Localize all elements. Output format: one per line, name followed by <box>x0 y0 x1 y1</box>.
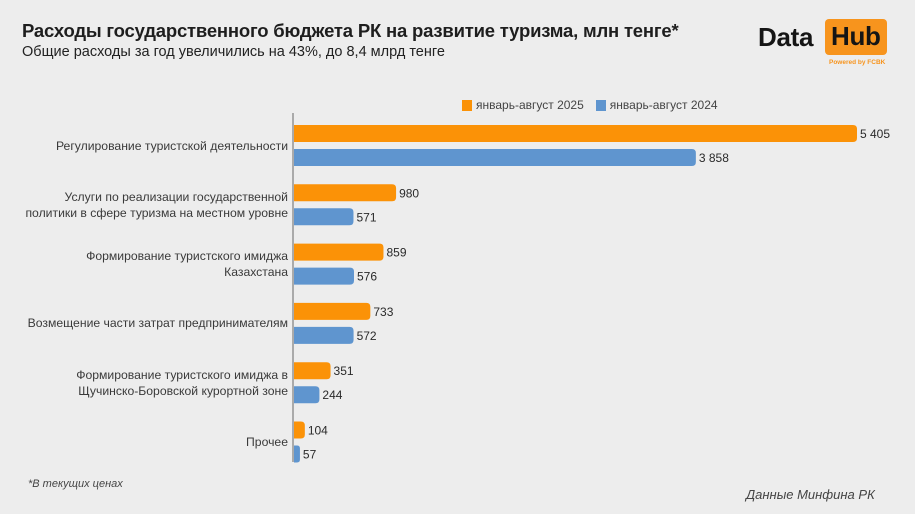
bar-2025-cat-0 <box>294 125 857 142</box>
bar-2024-cat-5 <box>294 445 300 463</box>
value-label-2024-cat-2: 576 <box>357 270 377 284</box>
category-label-3: Возмещение части затрат предпринимателям <box>28 315 288 331</box>
value-label-2024-cat-0: 3 858 <box>699 151 729 165</box>
logo-word-data: Data <box>758 22 814 52</box>
category-label-0: Регулирование туристской деятельности <box>56 138 288 154</box>
datahub-logo: Data Hub Powered by FCBK <box>758 19 898 71</box>
category-label-2: Формирование туристского имиджа Казахстан… <box>86 248 288 280</box>
value-label-2025-cat-1: 980 <box>399 186 419 200</box>
legend-swatch-2024 <box>595 99 606 111</box>
bars-group: 5 405 3 858 980 571 859 576 733 572 351 244 104 57 <box>294 125 890 463</box>
bar-2024-cat-2 <box>294 267 354 285</box>
legend-item-2024: январь-август 2024 <box>595 98 718 112</box>
logo-tagline: Powered by FCBK <box>829 59 886 66</box>
category-label-4: Формирование туристского имиджа в Щучинск… <box>76 367 288 399</box>
category-label-1-line-1: политики в сфере туризма на местном уров… <box>25 205 288 220</box>
value-label-2025-cat-5: 104 <box>308 424 328 438</box>
value-label-2024-cat-1: 571 <box>356 210 376 224</box>
legend-label-2024: январь-август 2024 <box>609 98 718 112</box>
category-label-0-line-0: Регулирование туристской деятельности <box>55 138 288 153</box>
category-label-4-line-0: Формирование туристского имиджа в <box>76 367 288 382</box>
category-label-5-line-0: Прочее <box>246 435 288 449</box>
legend-item-2025: январь-август 2025 <box>462 98 584 112</box>
category-label-3-line-0: Возмещение части затрат предпринимателям <box>27 316 288 331</box>
category-label-4-line-1: Щучинско-Боровской курортной зоне <box>78 383 288 398</box>
bar-2025-cat-4 <box>294 362 331 380</box>
logo-word-hub: Hub <box>825 19 887 55</box>
legend-label-2025: январь-август 2025 <box>476 98 584 112</box>
category-label-5: Прочее <box>246 434 288 450</box>
legend-swatch-2025 <box>462 99 472 111</box>
category-label-1-line-0: Услуги по реализации государственной <box>64 189 288 204</box>
source-note: Данные Минфина РК <box>746 487 875 502</box>
bar-2024-cat-1 <box>294 208 354 226</box>
value-label-2025-cat-3: 733 <box>373 305 393 319</box>
bar-2025-cat-2 <box>294 243 384 261</box>
value-label-2024-cat-3: 572 <box>357 329 377 343</box>
bar-2025-cat-1 <box>294 184 397 202</box>
value-label-2024-cat-5: 57 <box>303 448 317 462</box>
bar-2025-cat-5 <box>294 421 305 439</box>
category-label-2-line-1: Казахстана <box>224 265 288 280</box>
value-label-2024-cat-4: 244 <box>322 388 342 402</box>
value-label-2025-cat-4: 351 <box>334 364 354 378</box>
bar-2025-cat-3 <box>294 302 371 320</box>
value-label-2025-cat-2: 859 <box>386 246 406 260</box>
chart-title: Расходы государственного бюджета РК на р… <box>22 20 679 41</box>
chart-subtitle: Общие расходы за год увеличились на 43%,… <box>22 44 445 60</box>
bar-2024-cat-0 <box>294 149 696 166</box>
value-label-2025-cat-0: 5 405 <box>860 127 890 141</box>
bar-2024-cat-4 <box>294 386 320 404</box>
footnote: *В текущих ценах <box>28 478 123 490</box>
category-label-2-line-0: Формирование туристского имиджа <box>86 249 288 264</box>
category-label-1: Услуги по реализации государственной поли… <box>25 189 288 221</box>
chart-legend: январь-август 2025 январь-август 2024 <box>462 98 730 112</box>
bar-2024-cat-3 <box>294 326 354 344</box>
